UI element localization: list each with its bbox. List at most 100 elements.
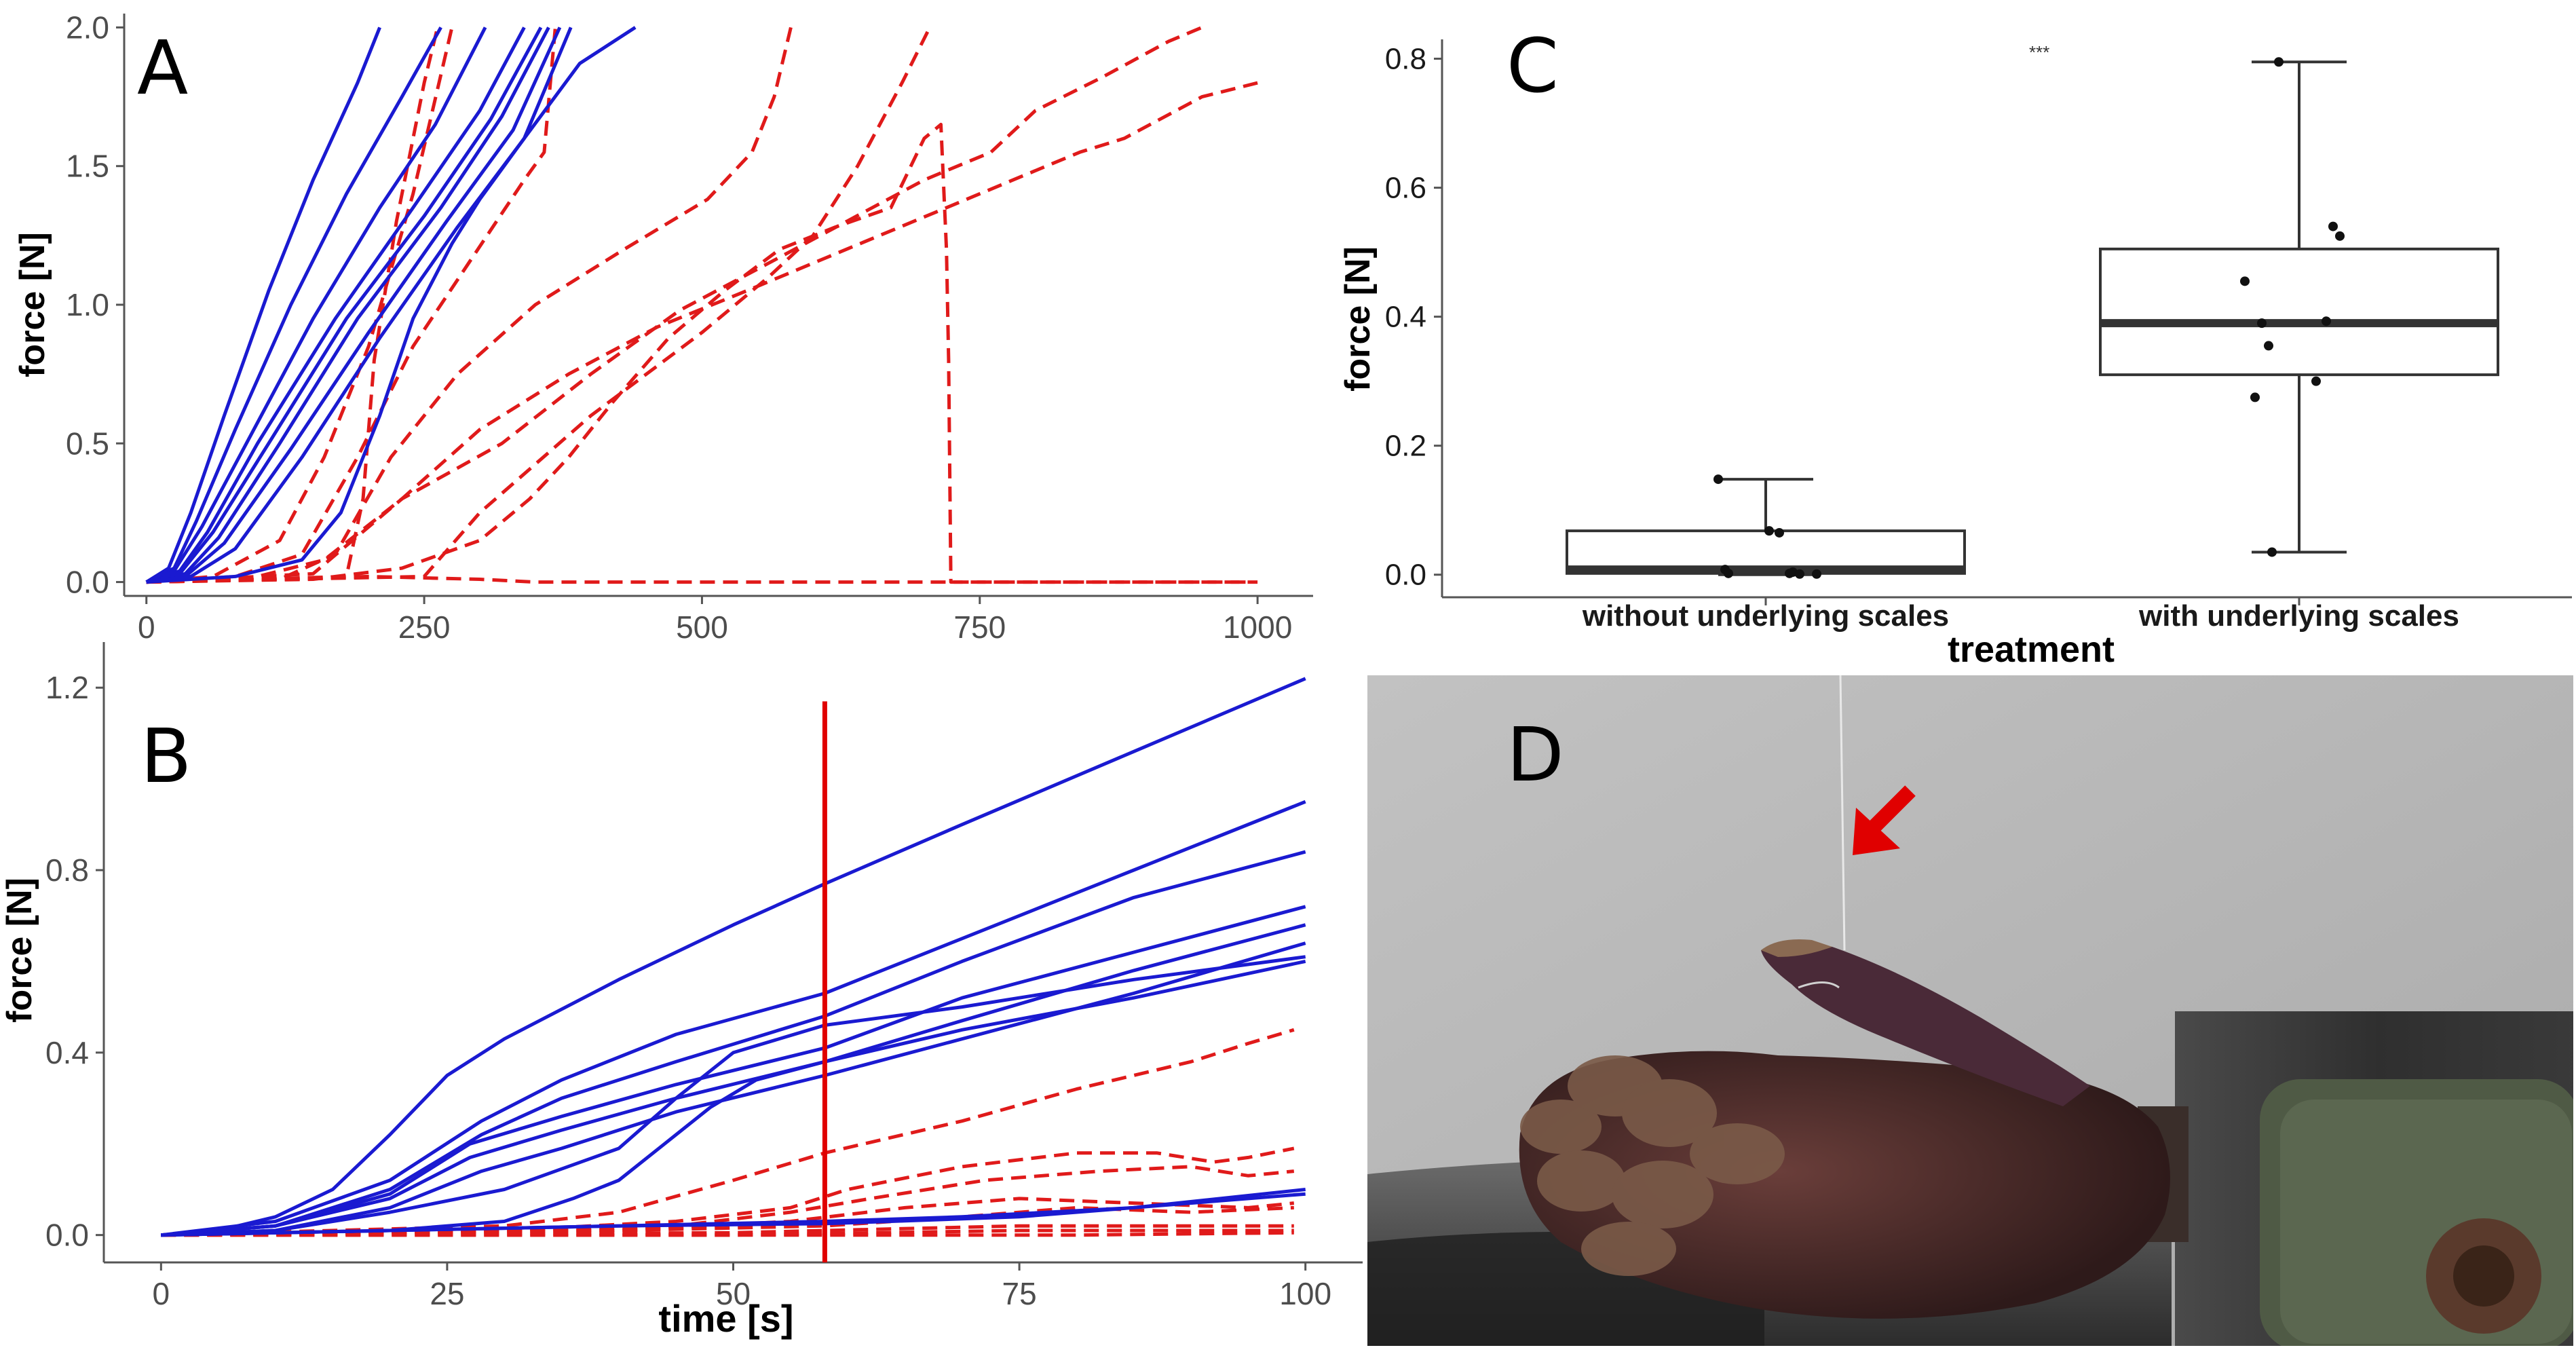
panel-c-boxplot: 0.0 0.2 0.4 0.6 0.8 without underlying scale… [1338, 22, 2572, 670]
panel-b-x-axis-title: time [s] [658, 1297, 793, 1340]
photo-lifted-scale [1761, 945, 2090, 1106]
series-blue-2 [145, 26, 442, 584]
panel-a-series [145, 26, 1258, 584]
series-blue-4 [145, 26, 526, 584]
panel-d-letter: D [1507, 711, 1564, 798]
x-tick-label: 0 [153, 1276, 170, 1311]
series-red-2 [161, 1146, 1295, 1237]
panel-b-y-ticks: 0.0 0.4 0.8 1.2 [45, 670, 104, 1253]
panel-c-points [1713, 57, 2345, 579]
series-blue-4 [161, 905, 1306, 1237]
photo-scale-tip [1761, 939, 1832, 957]
panel-b-letter: B [140, 713, 191, 800]
photo-red-arrow-icon [1853, 785, 1916, 855]
panel-b-series [161, 677, 1306, 1237]
y-tick-label: 0.2 [1385, 430, 1426, 463]
data-point [2274, 57, 2284, 67]
series-blue-6 [161, 941, 1306, 1237]
data-point [1785, 568, 1794, 578]
y-tick-label: 0.5 [66, 426, 109, 461]
panel-a-letter: A [137, 24, 188, 111]
y-tick-label: 0.8 [45, 852, 89, 888]
series-red-8 [161, 1231, 1294, 1237]
series-red-1 [146, 26, 454, 584]
data-point [1812, 569, 1821, 579]
data-point [2322, 316, 2331, 326]
photo-clamp-screw-socket [2453, 1245, 2514, 1307]
panel-a-y-ticks: 0.0 0.5 1.0 1.5 2.0 [66, 10, 124, 600]
x-tick-label: 500 [676, 609, 728, 645]
panel-c-boxes [1566, 60, 2499, 576]
series-blue-9 [146, 26, 637, 584]
y-tick-label: 1.5 [66, 149, 109, 184]
data-point [1795, 569, 1804, 579]
series-blue-5 [161, 923, 1306, 1237]
panel-c-significance-label: *** [2029, 42, 2049, 62]
data-point [2267, 547, 2277, 557]
series-red-7 [146, 81, 1258, 584]
panel-b-x-ticks: 0 25 50 75 100 [153, 1262, 1331, 1311]
panel-c-x-ticks: without underlying scales with underlying… [1582, 597, 2459, 633]
y-tick-label: 0.0 [66, 565, 109, 600]
series-red-8 [146, 122, 1258, 584]
series-blue-5 [146, 26, 543, 584]
panel-c-y-axis-title: force [N] [1338, 246, 1378, 392]
panel-c-letter: C [1507, 22, 1559, 109]
series-red-3 [146, 27, 557, 584]
panel-d-photo: D [1367, 675, 2573, 1346]
series-red-6 [146, 26, 1203, 584]
series-blue-7 [161, 955, 1306, 1237]
x-tick-label: 750 [953, 609, 1006, 645]
data-point [1713, 474, 1723, 485]
data-point [2328, 221, 2338, 231]
data-point [1775, 527, 1784, 538]
panel-b-y-axis-title: force [N] [0, 878, 39, 1023]
y-tick-label: 0.8 [1385, 43, 1426, 76]
panel-a-y-axis-title: force [N] [13, 232, 52, 377]
y-tick-label: 1.0 [66, 287, 109, 322]
series-blue-1 [161, 677, 1306, 1237]
panel-b-chart: 0 25 50 75 100 0.0 0.4 0.8 1.2 force [N] time [… [0, 642, 1363, 1340]
data-point [2257, 318, 2267, 328]
series-red-6 [161, 1224, 1294, 1237]
series-blue-3 [161, 850, 1306, 1237]
data-point [1764, 526, 1774, 536]
x-category-label: with underlying scales [2138, 599, 2459, 633]
series-red-5 [146, 26, 932, 584]
y-tick-label: 2.0 [66, 10, 109, 45]
series-blue-3 [145, 26, 487, 584]
box-iqr [2099, 247, 2499, 377]
photo-thread-loop [1798, 981, 1840, 989]
x-tick-label: 250 [398, 609, 451, 645]
y-tick-label: 0.0 [1385, 559, 1426, 592]
x-tick-label: 50 [716, 1276, 751, 1311]
x-tick-label: 25 [430, 1276, 464, 1311]
series-red-3 [161, 1165, 1295, 1237]
series-blue-6 [146, 26, 550, 584]
photo-thread [1839, 675, 1846, 951]
series-blue-7 [146, 26, 562, 584]
x-tick-label: 0 [138, 609, 155, 645]
series-blue-2 [161, 800, 1306, 1237]
y-tick-label: 0.4 [1385, 301, 1426, 334]
panel-a-x-ticks: 0 250 500 750 1000 [138, 596, 1292, 645]
data-point [2250, 392, 2260, 402]
series-blue-1 [145, 26, 381, 584]
panel-c-x-axis-title: treatment [1948, 629, 2115, 670]
data-point [2335, 231, 2345, 241]
data-point [2311, 376, 2321, 386]
panel-c-y-ticks: 0.0 0.2 0.4 0.6 0.8 [1385, 43, 1442, 592]
x-tick-label: 75 [1002, 1276, 1037, 1311]
x-tick-label: 1000 [1223, 609, 1292, 645]
x-category-label: without underlying scales [1582, 599, 1949, 633]
y-tick-label: 0.6 [1385, 172, 1426, 205]
series-red-1 [161, 1028, 1295, 1237]
photo-cone-scales [1520, 1055, 1785, 1276]
series-red-9 [146, 574, 1247, 584]
series-blue-8 [161, 959, 1306, 1237]
data-point [2264, 341, 2273, 351]
data-point [1724, 568, 1733, 578]
data-point [2240, 276, 2250, 286]
panel-a-chart: 0 250 500 750 1000 0.0 0.5 1.0 1.5 2.0 force [N]… [13, 10, 1313, 645]
